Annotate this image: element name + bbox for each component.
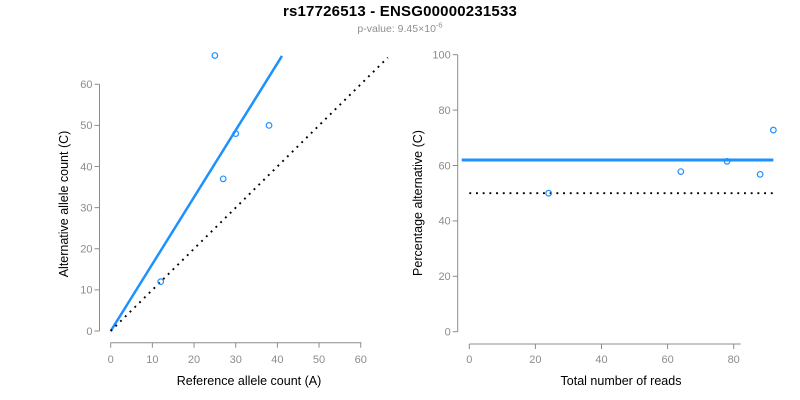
x-tick-label: 0: [108, 354, 114, 366]
data-point: [232, 130, 240, 138]
x-tick-label: 80: [728, 354, 740, 366]
chart-percentage-vs-reads: 0 20 40 60 80 100 0 20 40 60 80 Total number of rea…: [411, 50, 777, 388]
y-axis-title: Alternative allele count (C): [57, 131, 71, 278]
chart-allele-counts: 0 10 20 30 40 50 60 0 10 20 30 40 50 60 Reference alle…: [57, 52, 389, 388]
p-value-text: p-value: 9.45×10: [357, 23, 436, 35]
y-tick-label: 0: [445, 327, 451, 339]
x-tick-label: 60: [355, 354, 367, 366]
y-tick-label: 100: [432, 50, 450, 62]
identity-line: [110, 56, 389, 332]
x-tick-label: 60: [661, 354, 673, 366]
y-tick-label: 20: [438, 271, 450, 283]
y-tick-label: 0: [86, 326, 92, 338]
x-tick-label: 10: [146, 354, 158, 366]
y-tick-label: 20: [80, 244, 92, 256]
data-point: [677, 168, 685, 175]
x-tick-label: 0: [466, 354, 472, 366]
p-value-exponent: -6: [435, 20, 443, 30]
x-tick-label: 50: [313, 354, 325, 366]
x-axis-title: Reference allele count (A): [177, 374, 322, 388]
x-tick-label: 20: [188, 354, 200, 366]
x-tick-label: 20: [529, 354, 541, 366]
data-point: [265, 121, 273, 129]
p-value-subtitle: p-value: 9.45×10-6: [0, 20, 800, 35]
y-tick-label: 80: [438, 105, 450, 117]
data-point: [769, 126, 777, 134]
data-point: [545, 189, 553, 197]
x-axis-title: Total number of reads: [561, 374, 682, 388]
page-title: rs17726513 - ENSG00000231533: [282, 3, 518, 20]
x-tick-label: 30: [230, 354, 242, 366]
y-tick-label: 50: [80, 120, 92, 132]
data-point: [723, 157, 731, 165]
fit-line: [109, 55, 284, 332]
y-tick-label: 30: [80, 202, 92, 214]
y-tick-label: 40: [438, 216, 450, 228]
y-tick-label: 60: [438, 160, 450, 172]
data-point: [756, 170, 764, 178]
x-tick-label: 40: [595, 354, 607, 366]
y-tick-label: 60: [80, 79, 92, 91]
y-tick-label: 40: [80, 161, 92, 173]
y-axis-title: Percentage alternative (C): [411, 130, 425, 276]
data-point: [219, 175, 227, 183]
y-tick-label: 10: [80, 285, 92, 297]
data-point: [211, 52, 219, 59]
x-tick-label: 40: [271, 354, 283, 366]
data-point: [157, 278, 165, 286]
